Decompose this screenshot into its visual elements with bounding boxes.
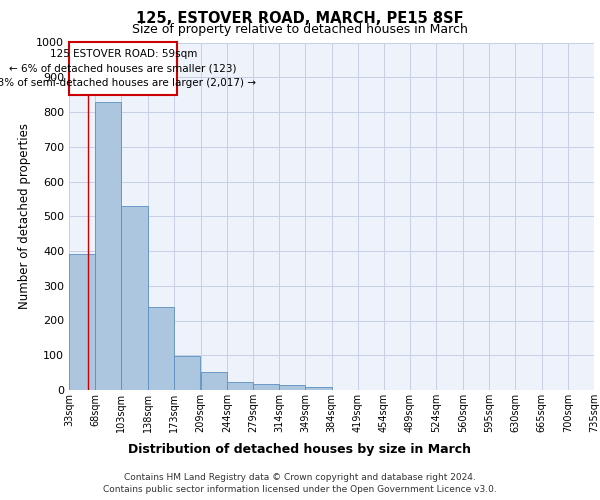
Text: 125, ESTOVER ROAD, MARCH, PE15 8SF: 125, ESTOVER ROAD, MARCH, PE15 8SF — [136, 11, 464, 26]
Bar — [174, 356, 200, 390]
Text: 125 ESTOVER ROAD: 59sqm
← 6% of detached houses are smaller (123)
93% of semi-de: 125 ESTOVER ROAD: 59sqm ← 6% of detached… — [0, 49, 256, 88]
FancyBboxPatch shape — [69, 42, 178, 96]
Text: Contains HM Land Registry data © Crown copyright and database right 2024.: Contains HM Land Registry data © Crown c… — [124, 472, 476, 482]
Bar — [69, 254, 95, 390]
Bar — [227, 382, 253, 390]
Bar — [305, 386, 331, 390]
Bar — [253, 384, 279, 390]
Bar — [121, 206, 148, 390]
Bar — [200, 372, 227, 390]
Text: Distribution of detached houses by size in March: Distribution of detached houses by size … — [128, 442, 472, 456]
Text: Contains public sector information licensed under the Open Government Licence v3: Contains public sector information licen… — [103, 485, 497, 494]
Bar — [279, 385, 305, 390]
Text: Size of property relative to detached houses in March: Size of property relative to detached ho… — [132, 22, 468, 36]
Bar — [148, 306, 174, 390]
Bar — [95, 102, 121, 390]
Y-axis label: Number of detached properties: Number of detached properties — [17, 123, 31, 309]
